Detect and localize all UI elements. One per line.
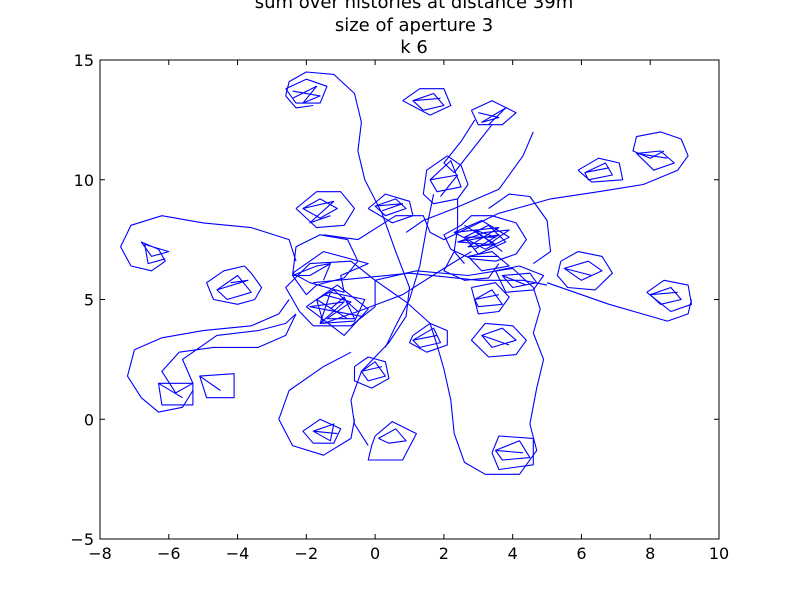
x-tick-label: 4 <box>508 544 518 563</box>
series-path-38 <box>353 356 390 389</box>
series-path-57 <box>556 251 613 291</box>
series-path-66 <box>313 272 548 286</box>
series-path-12 <box>206 265 263 305</box>
series-path-67 <box>357 251 472 313</box>
series-path-28 <box>443 251 500 281</box>
x-tick-label: 2 <box>439 544 449 563</box>
series-path-39 <box>360 361 386 382</box>
series-path-58 <box>563 260 603 281</box>
series-path-21 <box>384 193 435 348</box>
series-path-47 <box>292 85 321 104</box>
series-path-32 <box>470 282 510 315</box>
series-path-44 <box>378 428 407 444</box>
y-tick-label: 0 <box>84 410 94 429</box>
title-line-2: size of aperture 3 <box>335 15 493 36</box>
series-path-29 <box>495 265 545 293</box>
series-path-17 <box>374 198 407 217</box>
series-path-23 <box>443 215 527 262</box>
series-path-56 <box>635 150 675 171</box>
series-path-13 <box>216 274 252 301</box>
y-tick-label: −5 <box>70 530 94 549</box>
series-path-63 <box>494 440 531 461</box>
series-path-14 <box>295 191 356 229</box>
series-path-6 <box>292 251 369 293</box>
series-path-11 <box>120 215 297 272</box>
series-path-48 <box>402 88 452 116</box>
series-path-61 <box>546 282 693 322</box>
series-path-52 <box>443 119 493 174</box>
series-path-46 <box>285 78 328 104</box>
series-path-53 <box>405 131 534 233</box>
series-path-25 <box>463 224 507 255</box>
x-tick-label: −4 <box>226 544 250 563</box>
chart-title: sum over histories at distance 39m size … <box>255 0 574 58</box>
x-tick-label: −8 <box>88 544 112 563</box>
axes: −8 −6 −4 −2 0 2 4 6 8 10 −5 0 5 10 15 <box>70 51 729 563</box>
series-path-64 <box>157 382 194 406</box>
x-tick-label: 6 <box>576 544 586 563</box>
series-path-62 <box>491 435 534 471</box>
series-path-55 <box>584 162 613 181</box>
series-path-65 <box>199 373 235 399</box>
x-tick-label: −2 <box>295 544 319 563</box>
series-path-24 <box>453 219 510 250</box>
series-path-36 <box>408 322 448 353</box>
series-path-34 <box>470 322 527 358</box>
x-tick-label: 0 <box>370 544 380 563</box>
series-path-20 <box>429 160 462 197</box>
title-line-3: k 6 <box>400 37 428 58</box>
series-path-5 <box>323 294 356 320</box>
series-path-49 <box>412 92 445 111</box>
y-tick-label: 15 <box>74 51 94 70</box>
series-path-18 <box>323 131 689 241</box>
series-path-42 <box>312 423 338 442</box>
series-path-37 <box>412 327 442 348</box>
series-path-43 <box>367 421 417 461</box>
series-path-2 <box>309 291 366 324</box>
series-path-15 <box>302 198 338 224</box>
series-path-26 <box>457 229 510 250</box>
series-path-22 <box>453 198 465 264</box>
series-path-30 <box>501 272 538 289</box>
series-path-9 <box>161 313 297 394</box>
x-tick-label: −6 <box>157 544 181 563</box>
series-path-8 <box>374 267 545 475</box>
series-path-35 <box>481 327 517 348</box>
series-path-60 <box>649 286 682 305</box>
series-path-0 <box>292 234 359 296</box>
series-path-50 <box>470 100 517 126</box>
series-path-51 <box>478 107 507 126</box>
series-path-33 <box>474 289 503 308</box>
series-path-59 <box>646 279 693 313</box>
series-path-10 <box>126 299 290 413</box>
series-path-45 <box>285 71 411 446</box>
x-tick-label: 10 <box>709 544 729 563</box>
series-path-31 <box>488 193 552 265</box>
series-layer <box>120 71 693 475</box>
y-tick-label: 10 <box>74 171 94 190</box>
x-tick-label: 8 <box>645 544 655 563</box>
title-line-1: sum over histories at distance 39m <box>255 0 574 13</box>
series-path-7 <box>292 263 331 281</box>
y-tick-label: 5 <box>84 291 94 310</box>
series-path-19 <box>422 155 469 205</box>
series-path-40 <box>278 351 356 456</box>
series-path-3 <box>305 284 369 336</box>
series-path-41 <box>302 418 342 444</box>
